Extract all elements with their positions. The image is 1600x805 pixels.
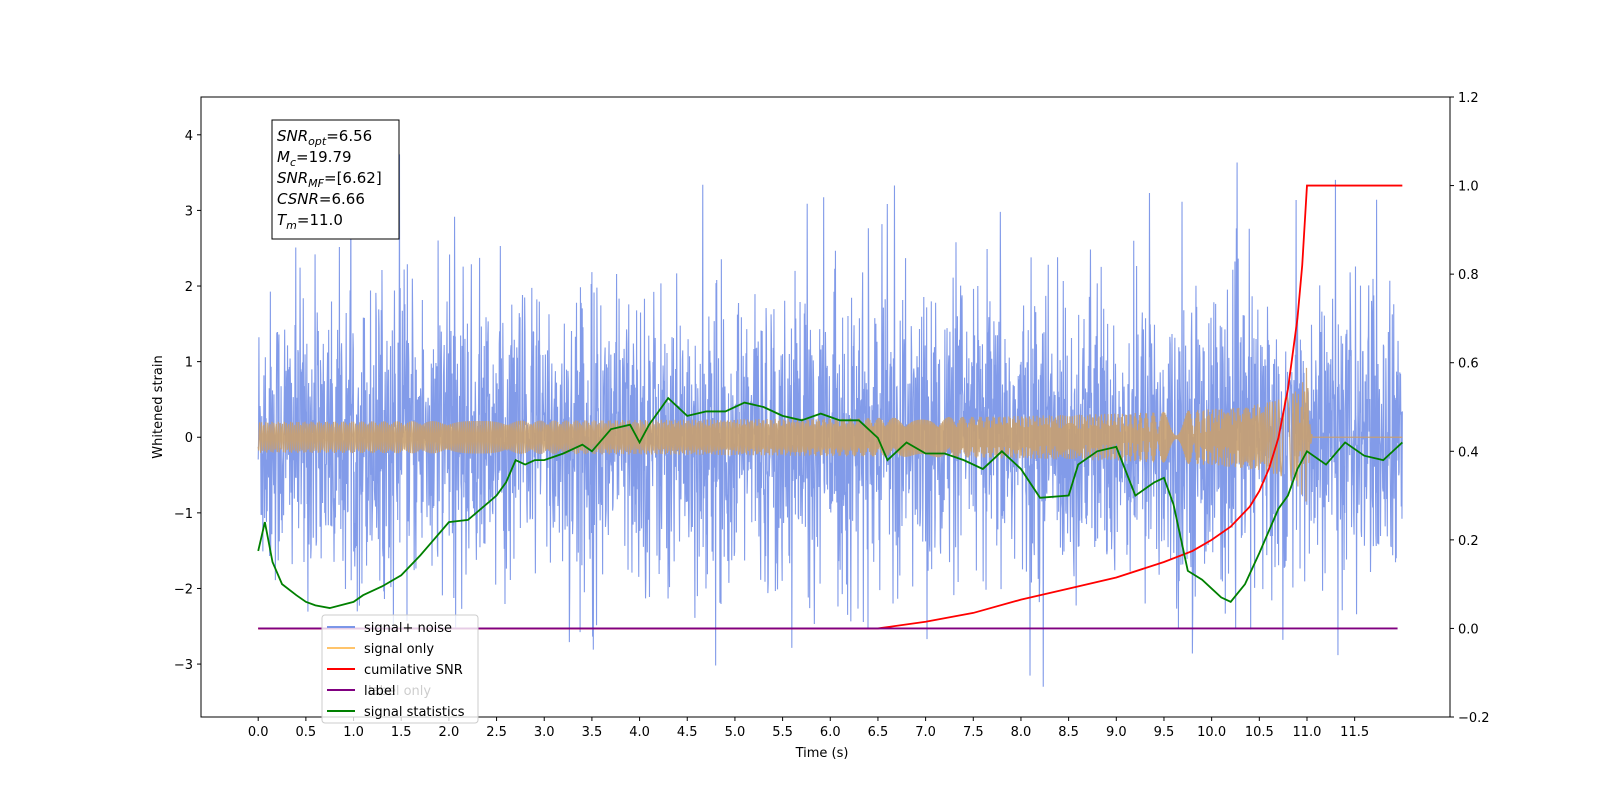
- x-tick-label: 4.5: [677, 725, 698, 740]
- annotation-symbol: CSNR: [277, 190, 319, 208]
- legend-frame: [321, 614, 479, 724]
- annotation-frame: [271, 119, 400, 240]
- annotation-line: CSNR=6.66: [277, 190, 365, 208]
- x-tick-label: 7.5: [963, 725, 984, 740]
- annotation-line: Mc=19.79: [277, 148, 352, 169]
- series-signal-only: [257, 367, 1403, 502]
- annotation-symbol: T: [277, 211, 288, 229]
- annotation-subscript: c: [290, 156, 296, 169]
- left-y-tick-label: 2: [185, 280, 193, 295]
- annotation-subscript: opt: [308, 135, 327, 148]
- left-y-tick-label: −1: [174, 507, 193, 522]
- x-tick-label: 3.0: [534, 725, 555, 740]
- y-axis-label: Whitened strain: [151, 355, 166, 458]
- annotation-value: =11.0: [297, 211, 343, 229]
- annotation-value: =[6.62]: [324, 169, 382, 187]
- annotation-symbol: SNR: [277, 127, 308, 145]
- x-tick-label: 1.5: [391, 725, 412, 740]
- right-y-tick-label: 1.0: [1458, 180, 1479, 195]
- legend-label: signal statistics: [364, 705, 465, 720]
- right-y-tick-label: 0.0: [1458, 622, 1479, 637]
- annotation-value: =19.79: [296, 148, 352, 166]
- right-y-tick-label: 0.8: [1458, 268, 1479, 283]
- annotation-box: SNRopt=6.56Mc=19.79SNRMF=[6.62]CSNR=6.66…: [271, 119, 400, 240]
- annotation-value: =6.56: [326, 127, 372, 145]
- x-tick-label: 9.0: [1106, 725, 1127, 740]
- legend-label: signal only: [364, 642, 434, 657]
- right-y-tick-label: 0.4: [1458, 445, 1479, 460]
- annotation-symbol: M: [277, 148, 290, 166]
- series-signal-noise: [257, 154, 1403, 687]
- left-y-tick-label: 0: [185, 431, 193, 446]
- legend-label: label: [364, 684, 395, 699]
- x-tick-label: 6.0: [820, 725, 841, 740]
- annotation-subscript: MF: [308, 177, 324, 190]
- annotation-line: SNRMF=[6.62]: [277, 169, 382, 190]
- right-y-axis: −0.2 0.0 0.2 0.4 0.6 0.8 1.0 1.2: [1450, 91, 1490, 726]
- legend-label: signal+ noise: [364, 621, 452, 636]
- right-y-tick-label: 0.2: [1458, 534, 1479, 549]
- right-y-tick-label: −0.2: [1458, 711, 1490, 726]
- annotation-symbol: SNR: [277, 169, 308, 187]
- x-tick-label: 0.5: [296, 725, 317, 740]
- x-tick-label: 6.5: [868, 725, 889, 740]
- x-tick-label: 10.0: [1197, 725, 1226, 740]
- x-tick-label: 5.5: [772, 725, 793, 740]
- left-y-axis: −3 −2 −1 0 1 2 3 4: [174, 129, 201, 673]
- right-y-tick-label: 0.6: [1458, 357, 1479, 372]
- x-tick-label: 10.5: [1245, 725, 1274, 740]
- x-tick-label: 8.0: [1011, 725, 1032, 740]
- x-tick-label: 3.5: [582, 725, 603, 740]
- plot-frame: [200, 96, 1451, 718]
- x-tick-label: 11.0: [1293, 725, 1322, 740]
- x-tick-label: 5.0: [725, 725, 746, 740]
- annotation-value: =6.66: [319, 190, 365, 208]
- x-axis-label: Time (s): [795, 746, 849, 761]
- x-tick-label: 9.5: [1154, 725, 1175, 740]
- x-tick-label: 1.0: [343, 725, 364, 740]
- x-tick-label: 2.5: [486, 725, 507, 740]
- annotation-subscript: m: [286, 219, 297, 232]
- left-y-tick-label: 3: [185, 204, 193, 219]
- legend-label: cumilative SNR: [364, 663, 463, 678]
- x-tick-label: 8.5: [1058, 725, 1079, 740]
- left-y-tick-label: −2: [174, 582, 193, 597]
- left-y-tick-label: −3: [174, 658, 193, 673]
- x-tick-label: 11.5: [1340, 725, 1369, 740]
- x-tick-label: 2.0: [439, 725, 460, 740]
- x-tick-label: 0.0: [248, 725, 269, 740]
- annotation-line: SNRopt=6.56: [277, 127, 372, 148]
- series-cumilative-snr: [258, 184, 1403, 630]
- right-y-tick-label: 1.2: [1458, 91, 1479, 106]
- x-axis: 0.0 0.5 1.0 1.5 2.0 2.5 3.0 3.5 4.0 4.5 5.0 5.5 6.0 6…: [248, 717, 1369, 740]
- left-y-tick-label: 1: [185, 356, 193, 371]
- annotation-line: Tm=11.0: [277, 211, 343, 232]
- x-tick-label: 7.0: [915, 725, 936, 740]
- left-y-tick-label: 4: [185, 129, 193, 144]
- series-signal-statistics: [257, 396, 1403, 609]
- x-tick-label: 4.0: [629, 725, 650, 740]
